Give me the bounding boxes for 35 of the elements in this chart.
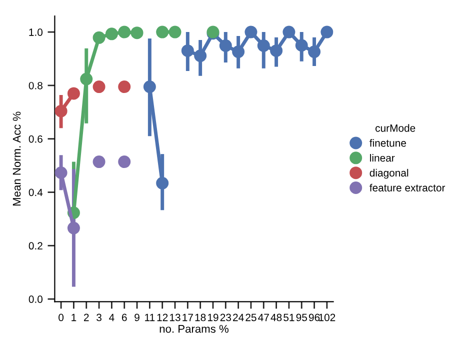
y-tick-label: 0.8 (28, 82, 42, 90)
x-tick-label: 2 (84, 314, 89, 322)
legend-title: curMode (376, 124, 416, 132)
x-tick-label: 13 (170, 314, 180, 322)
x-tick-label: 11 (145, 314, 155, 322)
y-tick-label: 0.2 (28, 242, 42, 250)
x-tick-label: 24 (233, 314, 244, 322)
legend-label: feature extractor (370, 184, 446, 192)
x-tick-label: 6 (122, 314, 127, 322)
legend-label: finetune (370, 139, 406, 147)
legend-label: linear (370, 154, 395, 162)
x-tick-label: 12 (157, 314, 168, 322)
x-axis-title: no. Params % (160, 324, 228, 333)
y-tick-label: 1.0 (29, 28, 43, 36)
x-tick-label: 95 (296, 314, 307, 322)
x-tick-label: 1 (72, 314, 76, 322)
legend-label: diagonal (370, 168, 408, 179)
x-tick-label: 3 (96, 314, 102, 322)
x-tick-label: 4 (109, 314, 114, 322)
x-tick-label: 48 (270, 314, 282, 322)
x-tick-label: 25 (246, 314, 256, 322)
x-tick-label: 18 (195, 314, 206, 322)
x-tick-label: 51 (284, 314, 294, 322)
y-axis-title: Mean Norm. Acc % (12, 112, 21, 206)
x-tick-label: 0 (58, 314, 64, 322)
x-tick-label: 96 (308, 314, 320, 322)
x-tick-label: 17 (182, 314, 193, 322)
x-tick-label: 47 (258, 314, 269, 322)
y-tick-label: 0.6 (28, 135, 42, 143)
y-tick-label: 0.4 (28, 188, 43, 196)
x-tick-label: 102 (319, 314, 336, 322)
x-tick-label: 19 (208, 314, 218, 322)
x-tick-label: 9 (134, 314, 140, 322)
x-tick-label: 23 (220, 314, 231, 322)
y-tick-label: 0.0 (28, 296, 43, 303)
